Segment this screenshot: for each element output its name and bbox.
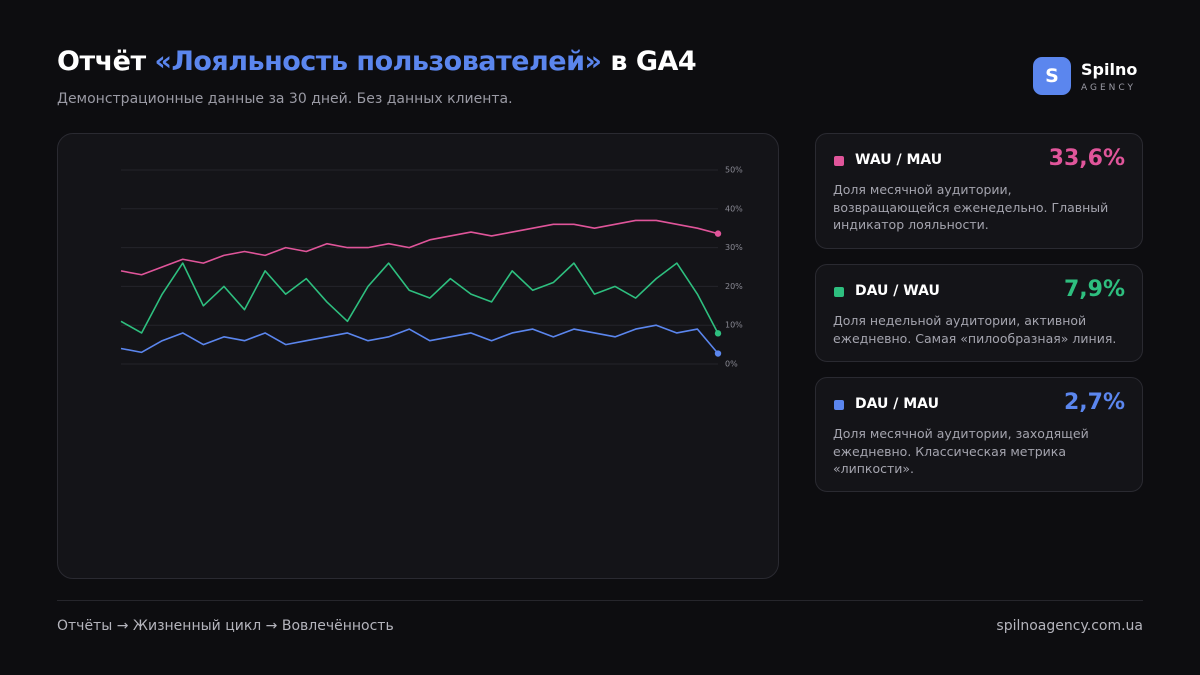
legend-card: DAU / WAU 7,9% Доля недельной аудитории, а…: [815, 264, 1143, 362]
legend-name: DAU / MAU: [855, 396, 939, 412]
y-tick-label: 40%: [725, 204, 743, 213]
divider: [57, 600, 1143, 601]
line: [120, 324, 719, 355]
current-value: 33,6%: [1048, 146, 1125, 171]
brand-sub: AGENCY: [1081, 83, 1137, 93]
chart: 0% 10% 20% 30% 40% 50%: [120, 166, 743, 369]
chart-panel: 0% 10% 20% 30% 40% 50%: [57, 133, 779, 579]
y-tick-label: 0%: [725, 360, 738, 369]
end-point: [714, 350, 722, 357]
end-point: [714, 330, 722, 337]
description: Доля месячной аудитории, возвращающейся …: [833, 182, 1109, 232]
title-part: Отчёт: [57, 46, 155, 77]
y-tick-label: 20%: [725, 282, 743, 291]
legend-swatch: [834, 156, 844, 166]
current-value: 2,7%: [1063, 390, 1125, 415]
legend-name: WAU / MAU: [855, 152, 943, 168]
site-url: spilnoagency.com.ua: [996, 618, 1143, 634]
line: [120, 219, 719, 276]
description: Доля месячной аудитории, заходящей ежедн…: [833, 426, 1089, 476]
y-tick-label: 30%: [725, 243, 743, 252]
logo: S: [1033, 57, 1071, 95]
line: [120, 262, 719, 334]
legend-swatch: [834, 287, 844, 297]
subtitle: Демонстрационные данные за 30 дней. Без …: [57, 91, 513, 107]
title-part: в GA4: [601, 46, 697, 77]
title: Отчёт «Лояльность пользователей» в GA4: [57, 46, 697, 77]
legend-card: WAU / MAU 33,6% Доля месячной аудитории, в…: [815, 133, 1143, 249]
legend-card: DAU / MAU 2,7% Доля месячной аудитории, за…: [815, 377, 1143, 492]
y-tick-label: 50%: [725, 166, 743, 175]
breadcrumb: Отчёты → Жизненный цикл → Вовлечённость: [57, 618, 394, 634]
end-point: [714, 230, 722, 237]
current-value: 7,9%: [1063, 277, 1125, 302]
title-highlight: «Лояльность пользователей»: [154, 46, 602, 77]
legend-swatch: [834, 400, 844, 410]
brand: Spilno: [1081, 60, 1138, 79]
y-tick-label: 10%: [725, 321, 743, 330]
legend-name: DAU / WAU: [855, 283, 940, 299]
description: Доля недельной аудитории, активной ежедн…: [833, 313, 1117, 346]
